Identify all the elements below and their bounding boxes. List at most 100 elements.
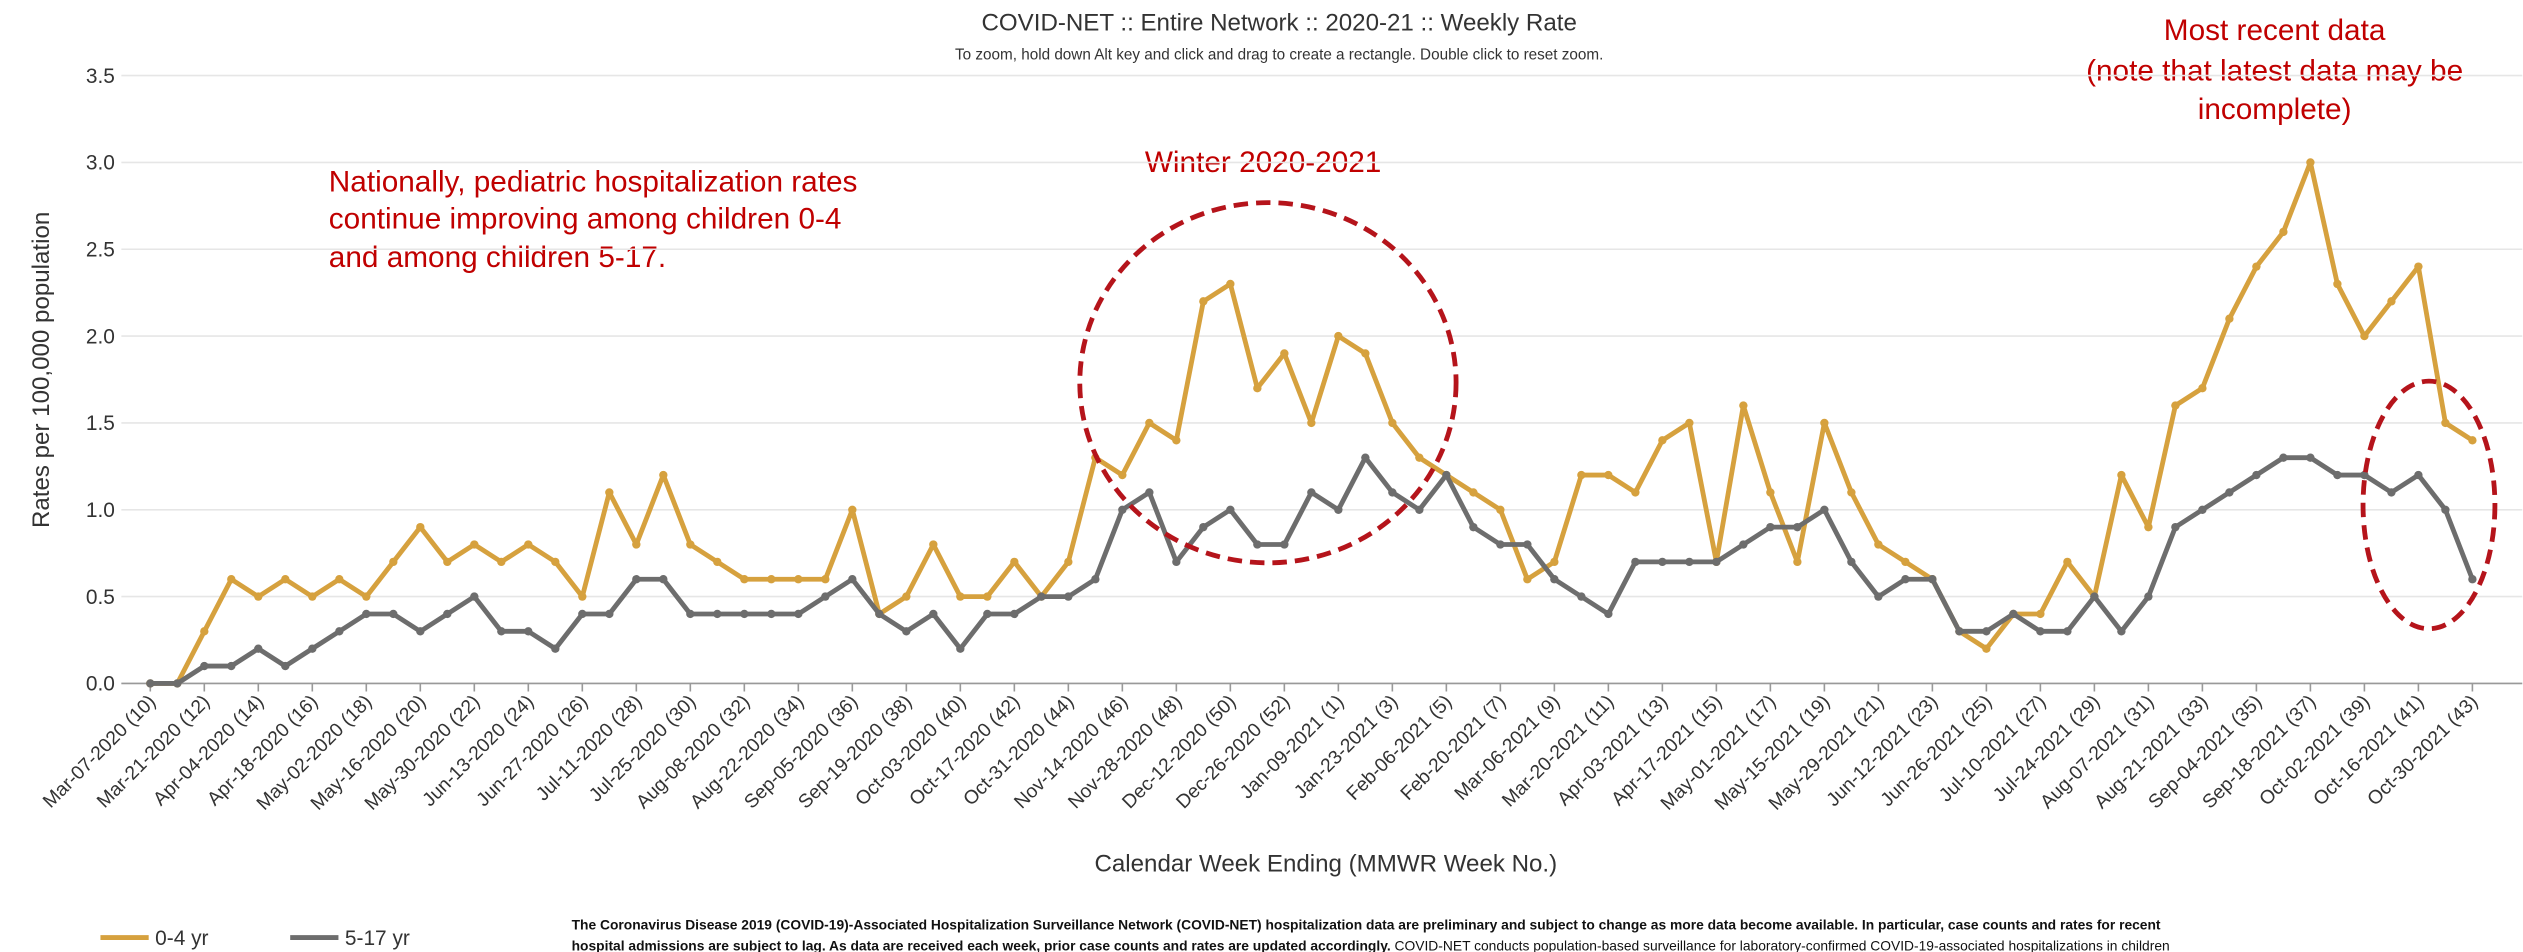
- data-point: [1118, 470, 1127, 480]
- data-point: [1469, 488, 1478, 497]
- data-point: [335, 575, 344, 584]
- legend-label: 0-4 yr: [155, 927, 208, 950]
- chart-subtitle: To zoom, hold down Alt key and click and…: [955, 47, 1603, 64]
- data-point: [2063, 557, 2072, 567]
- data-point: [2117, 627, 2126, 636]
- data-point: [2306, 453, 2315, 462]
- data-point: [1496, 540, 1505, 549]
- data-point: [2441, 418, 2450, 428]
- data-point: [389, 557, 398, 567]
- data-point: [2225, 488, 2234, 497]
- data-point: [875, 609, 884, 619]
- data-point: [2252, 262, 2261, 271]
- data-point: [1793, 522, 1802, 532]
- data-point: [2009, 609, 2018, 619]
- data-point: [524, 540, 533, 549]
- data-point: [578, 592, 587, 601]
- data-point: [848, 575, 857, 584]
- data-point: [1955, 627, 1964, 636]
- data-point: [1199, 297, 1208, 306]
- data-point: [713, 609, 722, 619]
- data-point: [1091, 575, 1100, 584]
- data-point: [362, 609, 371, 619]
- data-point: [2306, 158, 2315, 167]
- data-point: [1793, 557, 1802, 567]
- annotation: continue improving among children 0-4: [329, 202, 842, 235]
- data-point: [362, 592, 371, 601]
- data-point: [1469, 522, 1478, 532]
- data-point: [2171, 401, 2180, 410]
- data-point: [713, 557, 722, 567]
- data-point: [1010, 557, 1019, 567]
- data-point: [1523, 540, 1532, 549]
- data-point: [956, 644, 965, 653]
- data-point: [2441, 505, 2450, 514]
- data-point: [1442, 470, 1451, 480]
- footnote-part: hospital admissions are subject to lag. …: [572, 937, 1391, 952]
- data-point: [308, 644, 317, 653]
- data-point: [1307, 418, 1316, 428]
- data-point: [1658, 557, 1667, 567]
- data-point: [929, 609, 938, 619]
- data-point: [551, 644, 560, 653]
- data-point: [1172, 436, 1181, 445]
- data-point: [416, 522, 425, 532]
- data-point: [902, 592, 911, 601]
- data-point: [1901, 575, 1910, 584]
- data-point: [956, 592, 965, 601]
- data-point: [1253, 540, 1262, 549]
- data-point: [2279, 227, 2288, 237]
- data-point: [1145, 418, 1154, 428]
- data-point: [821, 575, 830, 584]
- data-point: [524, 627, 533, 636]
- y-tick-label: 1.5: [86, 412, 115, 435]
- data-point: [1820, 418, 1829, 428]
- data-point: [1118, 505, 1127, 514]
- data-point: [1712, 557, 1721, 567]
- data-point: [1847, 557, 1856, 567]
- data-point: [1550, 557, 1559, 567]
- data-point: [578, 609, 587, 619]
- y-tick-label: 3.5: [86, 65, 115, 88]
- data-point: [2333, 279, 2342, 289]
- data-point: [1766, 488, 1775, 497]
- data-point: [389, 609, 398, 619]
- data-point: [1604, 470, 1613, 480]
- data-point: [2090, 592, 2099, 601]
- y-tick-label: 3.0: [86, 152, 115, 175]
- data-point: [2387, 297, 2396, 306]
- data-point: [2117, 470, 2126, 480]
- annotation: (note that latest data may be: [2086, 54, 2463, 87]
- data-point: [443, 609, 452, 619]
- data-point: [1172, 557, 1181, 567]
- data-point: [1874, 592, 1883, 601]
- data-point: [1631, 557, 1640, 567]
- data-point: [335, 627, 344, 636]
- data-point: [1685, 557, 1694, 567]
- y-tick-label: 1.0: [86, 499, 115, 522]
- y-axis-label: Rates per 100,000 population: [28, 212, 55, 528]
- footnote-part: COVID-NET conducts population-based surv…: [1395, 937, 2170, 952]
- data-point: [146, 679, 155, 688]
- data-point: [1631, 488, 1640, 497]
- data-point: [794, 609, 803, 619]
- data-point: [1253, 384, 1262, 393]
- data-point: [740, 575, 749, 584]
- data-point: [2387, 488, 2396, 497]
- data-point: [2063, 627, 2072, 636]
- data-point: [659, 575, 668, 584]
- data-point: [2225, 314, 2234, 323]
- highlight-ellipse: [1077, 200, 1459, 566]
- data-point: [2036, 609, 2045, 619]
- data-point: [1928, 575, 1937, 584]
- data-point: [281, 575, 290, 584]
- data-point: [605, 609, 614, 619]
- data-point: [1604, 609, 1613, 619]
- data-point: [470, 592, 479, 601]
- data-point: [2144, 522, 2153, 532]
- data-point: [1658, 436, 1667, 445]
- data-point: [1388, 418, 1397, 428]
- data-point: [1334, 505, 1343, 514]
- data-point: [1982, 644, 1991, 653]
